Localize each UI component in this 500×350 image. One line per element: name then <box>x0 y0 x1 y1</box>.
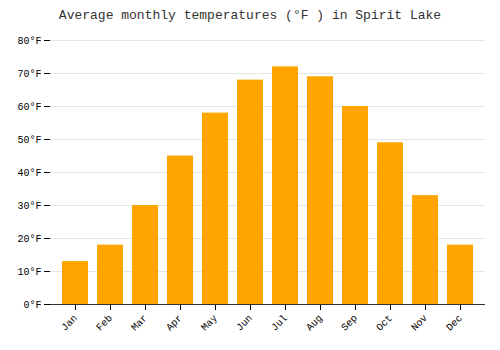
svg-text:Mar: Mar <box>129 313 150 334</box>
svg-text:Oct: Oct <box>374 313 395 334</box>
svg-text:Nov: Nov <box>409 313 430 334</box>
svg-text:20°F: 20°F <box>17 234 41 245</box>
svg-text:Jan: Jan <box>59 313 80 334</box>
svg-text:30°F: 30°F <box>17 201 41 212</box>
svg-text:Jun: Jun <box>234 313 255 334</box>
svg-text:Apr: Apr <box>164 313 185 334</box>
svg-text:60°F: 60°F <box>17 102 41 113</box>
svg-text:Dec: Dec <box>444 313 465 334</box>
svg-text:Aug: Aug <box>304 313 325 334</box>
svg-text:50°F: 50°F <box>17 135 41 146</box>
svg-text:0°F: 0°F <box>23 300 41 311</box>
svg-text:70°F: 70°F <box>17 69 41 80</box>
svg-text:80°F: 80°F <box>17 36 41 47</box>
svg-text:10°F: 10°F <box>17 267 41 278</box>
svg-text:Sep: Sep <box>339 313 360 334</box>
svg-text:May: May <box>199 313 220 334</box>
svg-text:Feb: Feb <box>94 313 115 334</box>
svg-text:Jul: Jul <box>269 313 290 334</box>
svg-text:40°F: 40°F <box>17 168 41 179</box>
html-text:Average monthly temperatures (: Average monthly temperatures (°F ) in Sp… <box>58 8 442 23</box>
